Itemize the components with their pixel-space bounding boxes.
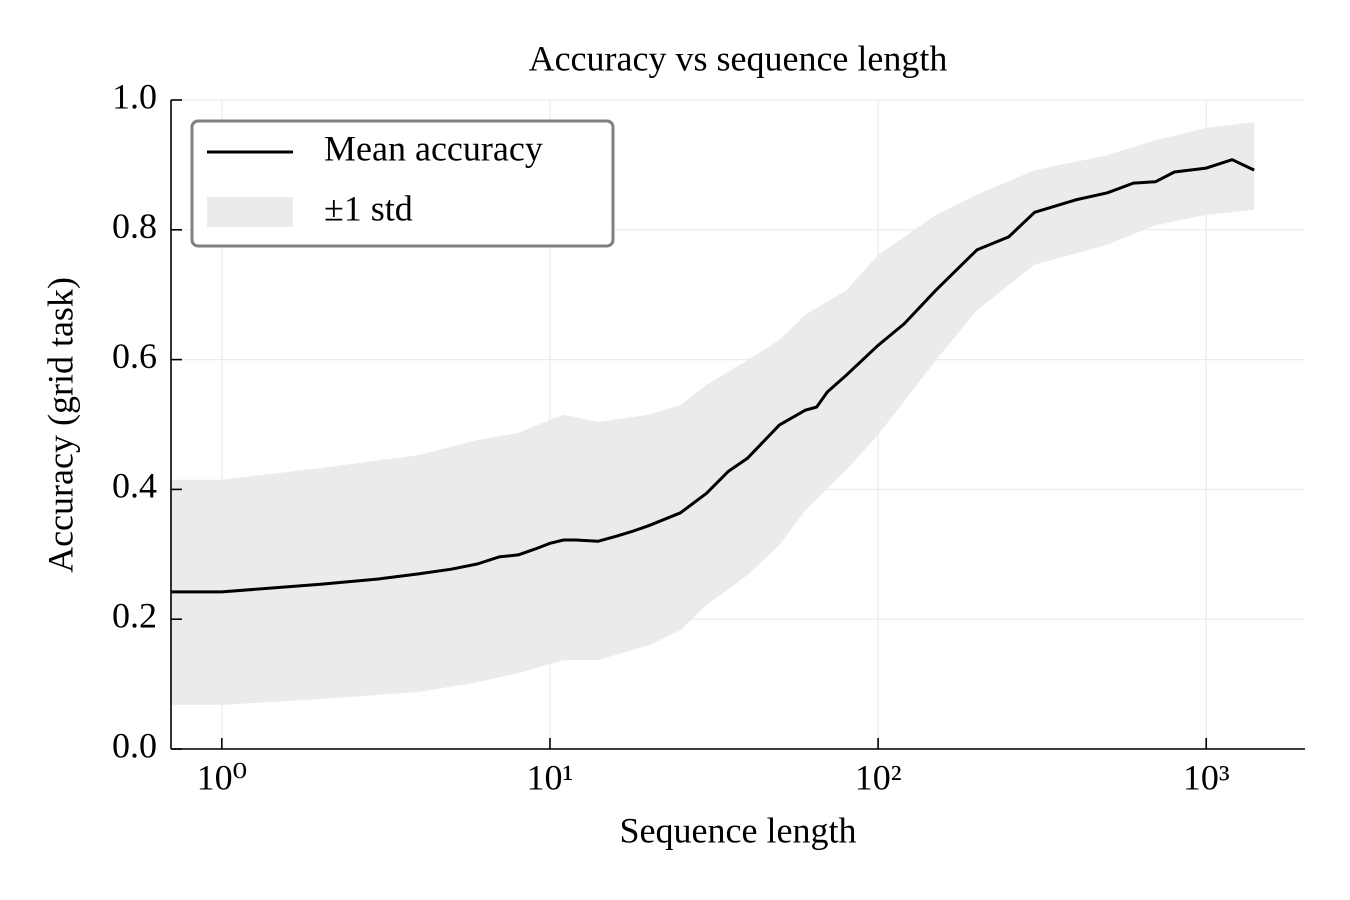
y-axis-label: Accuracy (grid task) [40, 277, 80, 573]
y-tick-label: 0.2 [112, 595, 157, 635]
legend-swatch [207, 197, 293, 227]
line-layer [171, 158, 1255, 594]
legend-label: Mean accuracy [324, 128, 543, 168]
y-tick-label: 0.8 [112, 206, 157, 246]
x-tick-label: 10² [855, 757, 902, 797]
x-tick-label: 10³ [1183, 757, 1230, 797]
legend-frame [190, 119, 615, 248]
y-tick-label: 0.0 [112, 725, 157, 765]
chart-title: Accuracy vs sequence length [529, 38, 948, 78]
axes: 0.0 0.2 0.4 0.6 0.8 1.0 10⁰ 10¹ 10² 10³ [112, 76, 1305, 797]
std-band [171, 122, 1255, 705]
legend: Mean accuracy ±1 std [190, 119, 615, 248]
mean-line [171, 158, 1255, 594]
y-tick-label: 1.0 [112, 76, 157, 116]
x-tick-label: 10⁰ [197, 757, 247, 797]
y-tick-label: 0.6 [112, 336, 157, 376]
y-tick-label: 0.4 [112, 466, 157, 506]
x-tick-label: 10¹ [527, 757, 574, 797]
band-layer [171, 122, 1255, 705]
x-axis-label: Sequence length [620, 810, 857, 850]
legend-label: ±1 std [324, 188, 413, 228]
